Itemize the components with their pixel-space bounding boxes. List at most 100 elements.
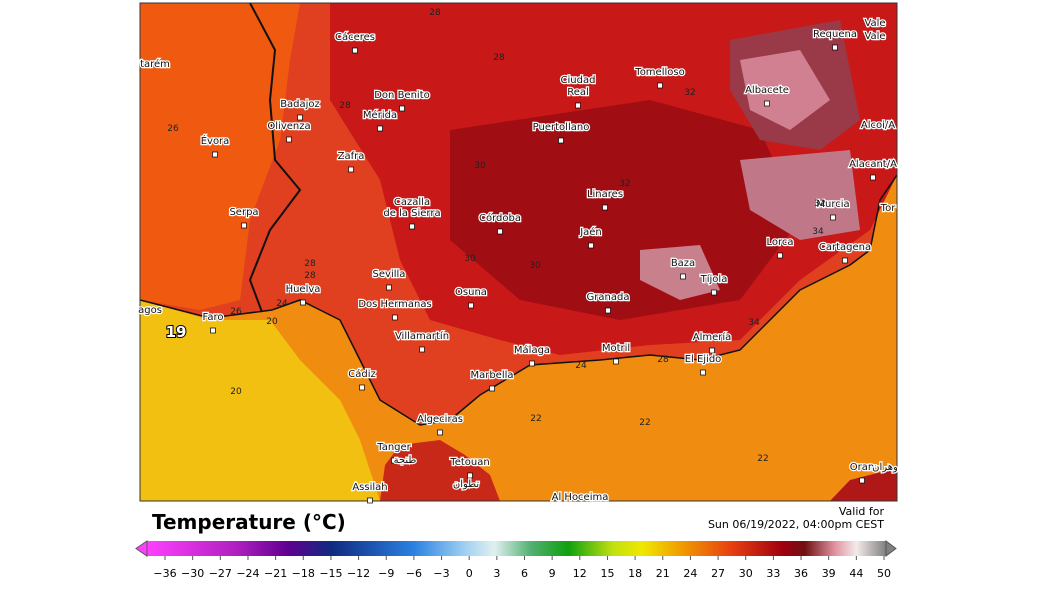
city-label: Évora (201, 134, 230, 147)
city-marker (352, 47, 358, 54)
city-marker (830, 214, 836, 221)
city-label: Algeciras (417, 414, 463, 425)
city-label: Badajoz (280, 99, 320, 110)
city-label: تطوان (453, 479, 479, 490)
city-label: Alacant/A (849, 159, 897, 170)
colorbar-arrow-right (885, 540, 897, 557)
contour-label: 32 (684, 88, 695, 98)
colorbar-tick-label: 9 (549, 567, 556, 580)
contour-label: 32 (814, 199, 825, 209)
contour-label: 22 (530, 414, 541, 424)
city-label: Cartagena (819, 242, 871, 253)
city-label: Zafra (338, 151, 365, 162)
city-label: Ciudad (561, 75, 596, 86)
colorbar-tick-label: −30 (181, 567, 204, 580)
colorbar-tick-label: 36 (794, 567, 808, 580)
colorbar-tick-label: 27 (711, 567, 725, 580)
city-marker (613, 358, 619, 365)
city-marker (359, 384, 365, 391)
city-label: Villamartín (395, 330, 449, 342)
city-marker (657, 82, 663, 89)
city-marker (300, 299, 306, 306)
contour-label: 34 (812, 227, 824, 237)
contour-label: 28 (657, 355, 669, 365)
colorbar-tick-label: 18 (628, 567, 642, 580)
contour-label: 30 (474, 161, 486, 171)
city-marker (605, 307, 611, 314)
city-label: Oran (850, 462, 874, 473)
colorbar-tick-label: −3 (433, 567, 449, 580)
city-label: Faro (203, 312, 224, 323)
city-marker (419, 346, 425, 353)
city-label: Córdoba (479, 212, 521, 224)
city-label: agos (138, 305, 162, 316)
city-marker (386, 284, 392, 291)
city-marker (832, 44, 838, 51)
city-marker (367, 497, 373, 504)
city-marker (489, 385, 495, 392)
city-marker (700, 369, 706, 376)
city-marker (529, 360, 535, 367)
city-label: Baza (671, 258, 695, 269)
city-label: Tomelloso (634, 67, 684, 78)
city-marker (764, 100, 770, 107)
city-label: Cáceres (335, 31, 375, 43)
city-label: de la Sierra (383, 208, 440, 219)
contour-label: 20 (230, 387, 242, 397)
city-marker (212, 151, 218, 158)
city-marker (377, 125, 383, 132)
map-frame (139, 2, 898, 502)
colorbar-tick-label: 24 (683, 567, 697, 580)
city-marker (497, 228, 503, 235)
colorbar-tick-label: −9 (378, 567, 394, 580)
city-label: Tanger (376, 442, 411, 453)
city-marker (468, 302, 474, 309)
colorbar-tick-label: 15 (600, 567, 614, 580)
contour-label: 32 (619, 179, 630, 189)
city-marker (409, 223, 415, 230)
contour-label: 26 (230, 307, 242, 317)
contour-label: 28 (493, 53, 505, 63)
city-marker (602, 204, 608, 211)
city-marker (870, 174, 876, 181)
city-label: Tetouan (449, 457, 489, 468)
city-label: Osuna (455, 287, 487, 298)
city-label: tarém (140, 58, 170, 70)
city-label: Tor (880, 203, 897, 214)
city-label: Assilah (352, 482, 387, 493)
valid-for: Valid for (839, 505, 885, 518)
city-marker (709, 347, 715, 354)
contour-label: 24 (575, 361, 587, 371)
contour-label: 28 (339, 101, 351, 111)
city-label: Puertollano (533, 122, 590, 133)
city-marker (348, 166, 354, 173)
contour-label: 26 (167, 124, 179, 134)
city-label: Marbella (470, 370, 513, 381)
legend-title: Temperature (°C) (152, 510, 346, 534)
city-marker (842, 257, 848, 264)
city-label: Mérida (363, 109, 397, 121)
city-label: Málaga (514, 344, 550, 356)
city-label: Serpa (229, 207, 258, 218)
colorbar-tick-label: −36 (153, 567, 176, 580)
city-marker (391, 457, 397, 464)
contour-label: 28 (304, 259, 316, 269)
colorbar-tick-label: −18 (292, 567, 315, 580)
colorbar (147, 541, 886, 556)
city-marker (399, 105, 405, 112)
city-label: Tíjola (700, 273, 728, 285)
contour-label: 19 (166, 323, 187, 341)
city-marker (777, 252, 783, 259)
city-label: Huelva (286, 284, 321, 295)
colorbar-tick-label: 33 (766, 567, 780, 580)
city-marker (680, 273, 686, 280)
city-marker (575, 102, 581, 109)
city-label: Cádiz (348, 368, 376, 380)
valid-time: Sun 06/19/2022, 04:00pm CEST (708, 518, 884, 531)
colorbar-tick-label: 30 (739, 567, 753, 580)
city-marker (297, 114, 303, 121)
city-label: Sevilla (373, 269, 406, 280)
colorbar-tick-label: 44 (849, 567, 863, 580)
city-marker (588, 242, 594, 249)
city-marker (437, 429, 443, 436)
